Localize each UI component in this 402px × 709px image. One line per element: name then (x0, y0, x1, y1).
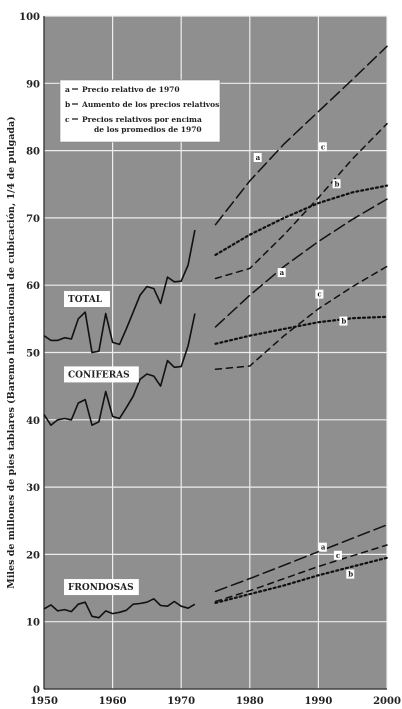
y-tick-label: 50 (26, 349, 40, 360)
legend-text: Precio relativo de 1970 (82, 85, 180, 94)
line-projection-frondosas-b (214, 556, 389, 604)
projection-tag-box (346, 569, 355, 579)
line-historical-frondosas (43, 598, 196, 619)
y-tick-label: 70 (26, 214, 40, 225)
legend: a Precio relativo de 1970 b Aumento de los … (59, 79, 221, 143)
legend-key: a (65, 85, 70, 94)
y-tick-label: 40 (26, 416, 40, 427)
projection-tag-box (253, 153, 262, 163)
projection-tag-box (315, 289, 324, 299)
projection-tag: c (321, 142, 325, 151)
legend-key: b (65, 100, 70, 109)
legend-key: c (65, 115, 70, 124)
projection-tag-box (332, 179, 341, 189)
x-tick-label: 1950 (30, 696, 58, 707)
y-axis-label: Miles de millones de pies tablares (Bare… (6, 116, 17, 588)
group-label: CONIFERAS (68, 370, 130, 380)
projection-tag: b (341, 317, 346, 326)
y-tick-label: 30 (26, 483, 40, 494)
x-tick-label: 1990 (304, 696, 332, 707)
projection-tag: c (317, 290, 321, 299)
projection-tag-box (333, 550, 342, 560)
line-historical-coniferas (43, 313, 196, 426)
y-tick-label: 10 (26, 618, 40, 629)
group-labels: TOTAL CONIFERAS FRONDOSAS (64, 291, 139, 596)
x-tick-label: 2000 (373, 696, 401, 707)
line-historical-total (43, 229, 196, 354)
y-tick-label: 100 (19, 12, 40, 23)
group-label-box (64, 579, 139, 596)
projection-tag: c (336, 551, 340, 560)
y-tick-label: 60 (26, 281, 40, 292)
projection-tag: b (335, 179, 340, 188)
projection-tag: a (256, 153, 261, 162)
x-tick-label: 1980 (236, 696, 264, 707)
legend-text: Precios relativos por encima (82, 115, 202, 124)
y-tick-label: 90 (26, 79, 40, 90)
legend-box (59, 79, 221, 143)
group-label: TOTAL (68, 295, 103, 305)
series-lines (43, 45, 389, 619)
y-tick-label: 20 (26, 550, 40, 561)
y-tick-label: 0 (33, 685, 40, 696)
x-tick-label: 1970 (167, 696, 195, 707)
projection-tag: a (321, 543, 326, 552)
line-projection-coniferas-a (214, 198, 388, 328)
legend-text: de los promedios de 1970 (94, 125, 202, 134)
projection-tag-box (318, 142, 327, 152)
legend-text: Aumento de los precios relativos (81, 100, 219, 109)
group-label-box (64, 291, 111, 308)
projection-tag-box (339, 316, 348, 326)
line-projection-frondosas-a (214, 524, 388, 593)
x-tick-label: 1960 (99, 696, 127, 707)
projection-tag: a (280, 268, 285, 277)
axes: 1950 1960 1970 1980 1990 2000 0 10 20 30 40 50 60 70 8… (19, 12, 401, 707)
projection-tag-box (318, 542, 327, 552)
y-tick-label: 80 (26, 147, 40, 158)
line-projection-coniferas-b (214, 315, 389, 345)
projection-tags: a c b a c b a c b (253, 142, 355, 579)
group-label-box (64, 366, 139, 383)
line-projection-total-b (214, 184, 389, 256)
line-projection-coniferas-c (214, 265, 388, 371)
line-projection-total-a (214, 45, 388, 226)
projection-tag-box (277, 268, 286, 278)
projection-tag: b (348, 570, 353, 579)
line-projection-frondosas-c (214, 544, 388, 603)
group-label: FRONDOSAS (68, 583, 134, 593)
